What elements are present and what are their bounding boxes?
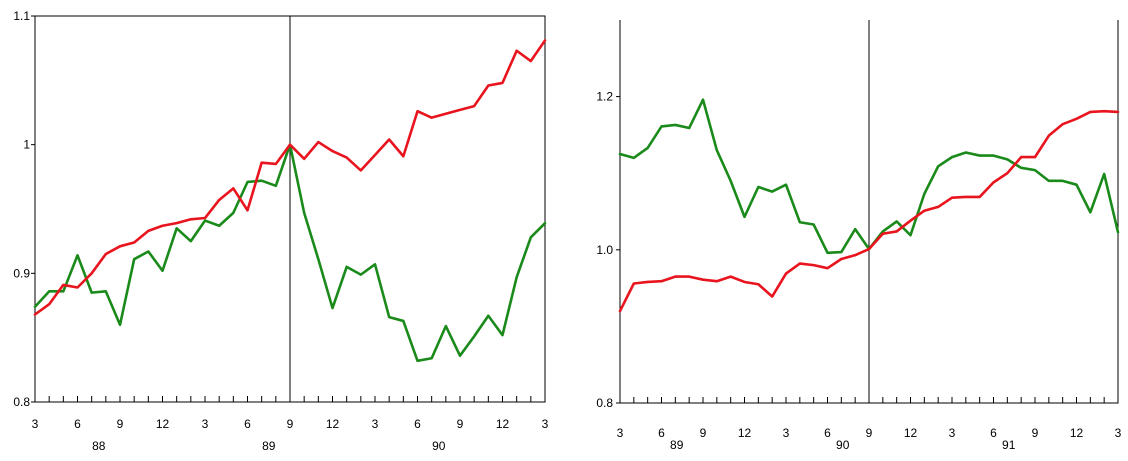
- x-tick-label: 9: [117, 417, 124, 431]
- x-tick-label: 12: [1070, 426, 1084, 440]
- x-tick-label: 3: [1115, 426, 1122, 440]
- x-tick-label: 3: [32, 417, 39, 431]
- x-tick-label: 6: [244, 417, 251, 431]
- red-series-line: [618, 109, 1120, 313]
- x-tick-label: 9: [287, 417, 294, 431]
- x-tick-label: 12: [156, 417, 170, 431]
- year-label: 89: [670, 438, 684, 452]
- x-tick-label: 12: [904, 426, 918, 440]
- x-tick-label: 3: [949, 426, 956, 440]
- year-label: 88: [92, 439, 106, 453]
- x-tick-label: 3: [202, 417, 209, 431]
- y-tick-label: 1.2: [596, 90, 613, 104]
- x-tick-label: 12: [496, 417, 510, 431]
- x-tick-label: 6: [414, 417, 421, 431]
- y-tick-label: 1.0: [596, 243, 613, 257]
- x-tick-label: 3: [372, 417, 379, 431]
- year-label: 91: [1002, 438, 1016, 452]
- x-tick-label: 9: [1032, 426, 1039, 440]
- x-tick-label: 6: [990, 426, 997, 440]
- year-label: 90: [432, 439, 446, 453]
- y-tick-label: 1: [23, 138, 30, 152]
- right-line-chart: 0.8 1.0 1.2 3 6 9 12 3 6 9 12 3 6 9 12 3 89 90 91: [596, 20, 1122, 452]
- x-tick-label: 9: [700, 426, 707, 440]
- y-tick-label: 0.8: [13, 395, 30, 409]
- x-tick-label: 3: [542, 417, 549, 431]
- red-series-line: [33, 39, 547, 316]
- x-tick-label: 3: [783, 426, 790, 440]
- y-tick-label: 0.8: [596, 396, 613, 410]
- x-tick-label: 6: [824, 426, 831, 440]
- x-tick-label: 6: [658, 426, 665, 440]
- year-label: 90: [836, 438, 850, 452]
- x-tick-label: 6: [74, 417, 81, 431]
- y-tick-label: 0.9: [13, 266, 30, 280]
- x-tick-label: 12: [738, 426, 752, 440]
- year-label: 89: [262, 439, 276, 453]
- y-tick-label: 1.1: [13, 9, 30, 23]
- x-tick-label: 3: [617, 426, 624, 440]
- x-tick-label: 9: [457, 417, 464, 431]
- x-tick-label: 12: [326, 417, 340, 431]
- left-line-chart: 0.8 0.9 1 1.1 3 6 9 12 3 6 9 12 3 6 9 12 3 88 89 90: [13, 9, 548, 453]
- x-tick-label: 9: [866, 426, 873, 440]
